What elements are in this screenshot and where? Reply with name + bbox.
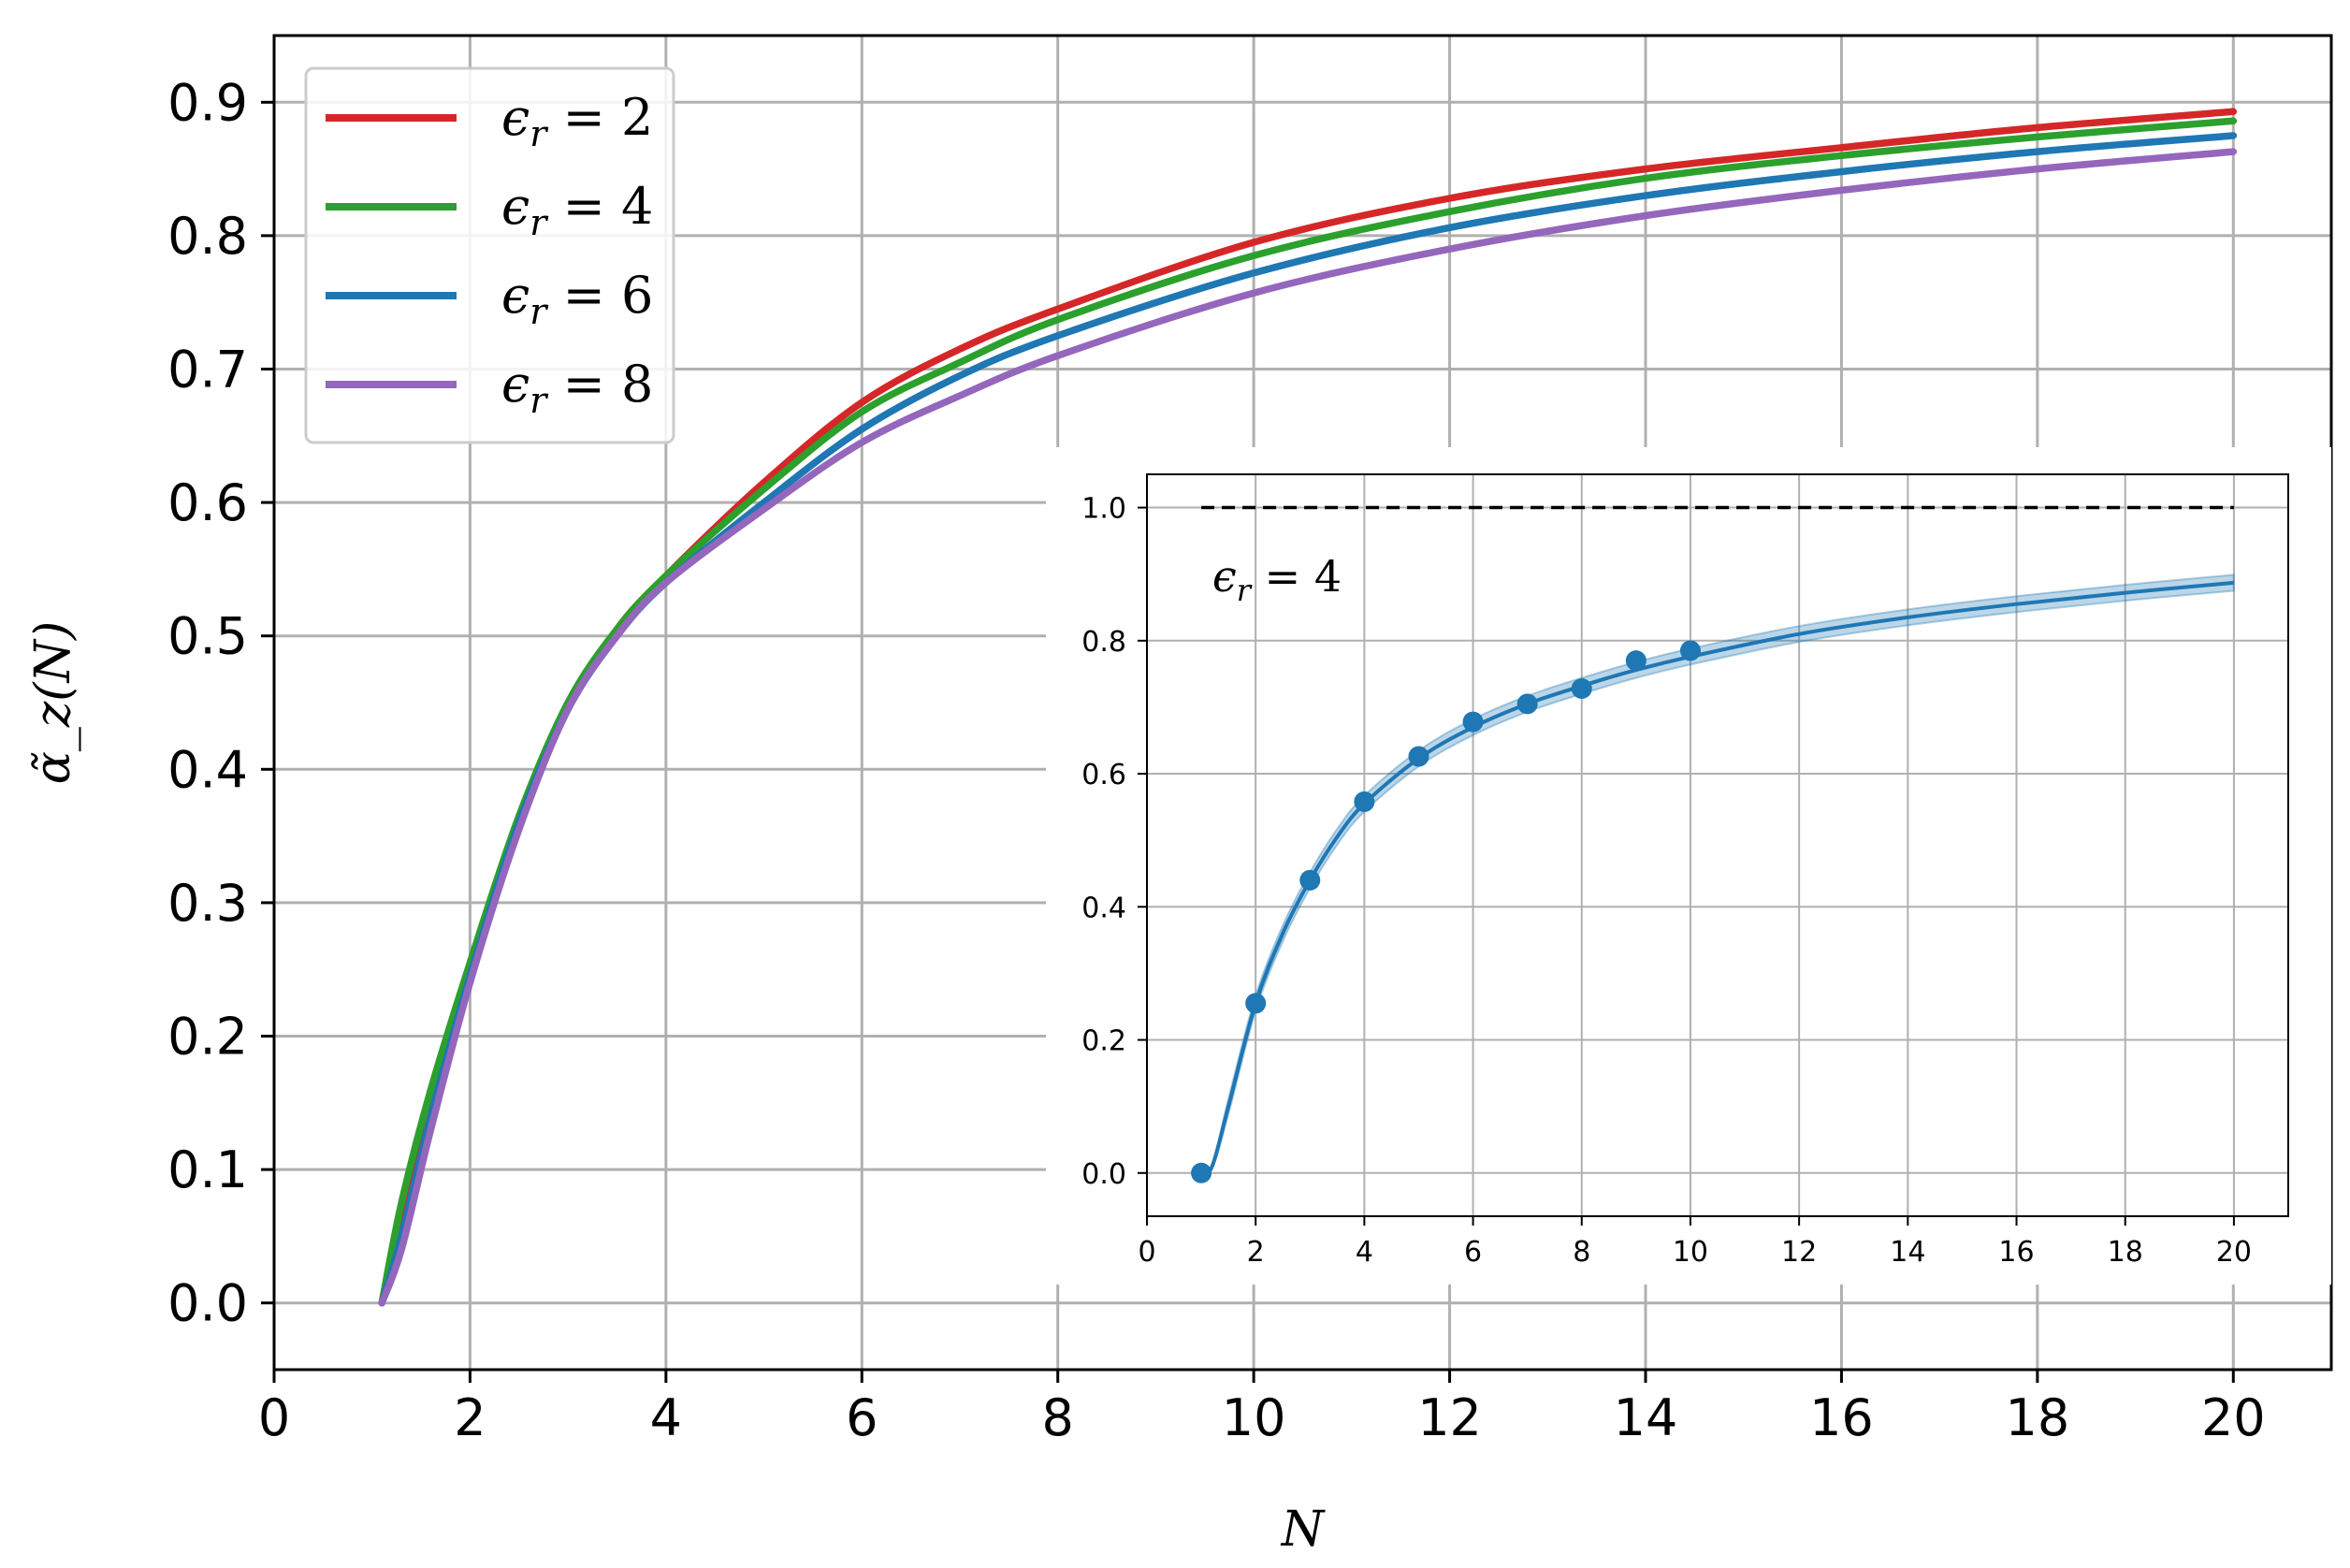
main-y-tick-label: 0.1: [167, 1140, 248, 1199]
main-lines: [378, 108, 2238, 1307]
inset-x-tick-label: 16: [1998, 1236, 2034, 1269]
inset-background: [1046, 447, 2331, 1285]
main-x-tick-label: 4: [650, 1388, 682, 1447]
inset-ticks: 0 2 4 6 8 10 12 14 16 18 20 0.0 0.2 0.4 0.6 0.8 1.0: [1081, 493, 2252, 1269]
inset-annotation: ϵr = 4: [1212, 551, 1342, 608]
main-y-tick-label: 0.6: [167, 473, 248, 532]
inset-data-point: [1571, 678, 1592, 700]
inset-x-tick-label: 18: [2108, 1236, 2143, 1269]
inset-data-point: [1245, 993, 1267, 1014]
inset-x-tick-label: 14: [1890, 1236, 1925, 1269]
inset-data-point: [1408, 746, 1429, 767]
main-x-tick-label: 18: [2005, 1388, 2069, 1447]
inset-data-point: [1516, 693, 1538, 715]
main-y-tick-label: 0.2: [167, 1008, 248, 1067]
legend-label: ϵr = 2: [501, 88, 653, 154]
inset-x-tick-label: 12: [1781, 1236, 1817, 1269]
inset-y-tick-label: 0.2: [1081, 1025, 1126, 1058]
inset-data-point: [1191, 1162, 1212, 1183]
main-x-tick-label: 10: [1222, 1388, 1286, 1447]
main-y-tick-label: 0.8: [167, 207, 248, 266]
main-y-tick-label: 0.0: [167, 1274, 248, 1333]
main-x-tick-label: 12: [1417, 1388, 1482, 1447]
legend-box: [304, 66, 675, 444]
inset-grid: [1146, 474, 2288, 1216]
inset-x-tick-label: 4: [1356, 1236, 1373, 1269]
main-x-tick-label: 8: [1042, 1388, 1074, 1447]
inset-data-point: [1679, 640, 1701, 661]
main-x-tick-label: 14: [1614, 1388, 1678, 1447]
legend: ϵr = 2 ϵr = 4 ϵr = 6 ϵr = 8: [304, 66, 675, 444]
inset-data-point: [1354, 791, 1375, 812]
main-x-axis-label: N: [1280, 1502, 1326, 1558]
main-y-tick-label: 0.7: [167, 341, 248, 399]
main-x-tick-label: 2: [454, 1388, 486, 1447]
main-y-tick-label: 0.9: [167, 73, 248, 132]
inset-axes-frame: [1146, 473, 2289, 1217]
inset-y-tick-label: 0.0: [1081, 1158, 1126, 1191]
inset-x-tick-label: 6: [1464, 1236, 1482, 1269]
legend-label: ϵr = 8: [501, 355, 653, 421]
legend-label: ϵr = 4: [501, 177, 653, 243]
main-x-tick-label: 20: [2201, 1388, 2266, 1447]
inset-x-tick-label: 8: [1573, 1236, 1590, 1269]
inset-data-point: [1299, 869, 1321, 891]
inset-data-points: [1191, 640, 1701, 1183]
inset-y-tick-label: 0.4: [1081, 892, 1126, 924]
main-y-tick-label: 0.5: [167, 607, 248, 666]
inset-chart: 0 2 4 6 8 10 12 14 16 18 20 0.0 0.2 0.4 0.6 0.8 1.0 ϵr =…: [1046, 447, 2331, 1285]
main-x-tick-label: 6: [846, 1388, 878, 1447]
main-series-line: [378, 117, 2238, 1307]
inset-data-point: [1625, 650, 1646, 672]
inset-y-tick-label: 1.0: [1081, 493, 1126, 526]
inset-x-tick-label: 2: [1247, 1236, 1265, 1269]
inset-data-point: [1462, 711, 1484, 733]
inset-y-tick-label: 0.8: [1081, 626, 1126, 659]
main-x-tick-label: 0: [258, 1388, 290, 1447]
inset-x-tick-label: 0: [1138, 1236, 1155, 1269]
main-y-tick-label: 0.3: [167, 874, 248, 933]
main-x-tick-label: 16: [1809, 1388, 1874, 1447]
main-y-tick-label: 0.4: [167, 740, 248, 799]
inset-y-tick-label: 0.6: [1081, 759, 1126, 791]
main-ticks: 0 2 4 6 8 10 12 14 16 18 200.00.10.20.30.40.50.60.…: [167, 73, 2266, 1447]
inset-x-tick-label: 20: [2216, 1236, 2252, 1269]
legend-items: ϵr = 2 ϵr = 4 ϵr = 6 ϵr = 8: [326, 88, 653, 421]
legend-label: ϵr = 6: [501, 266, 653, 332]
main-series-line: [378, 148, 2238, 1307]
main-y-axis-label: α̃_z(N): [25, 621, 81, 785]
inset-x-tick-label: 10: [1673, 1236, 1708, 1269]
